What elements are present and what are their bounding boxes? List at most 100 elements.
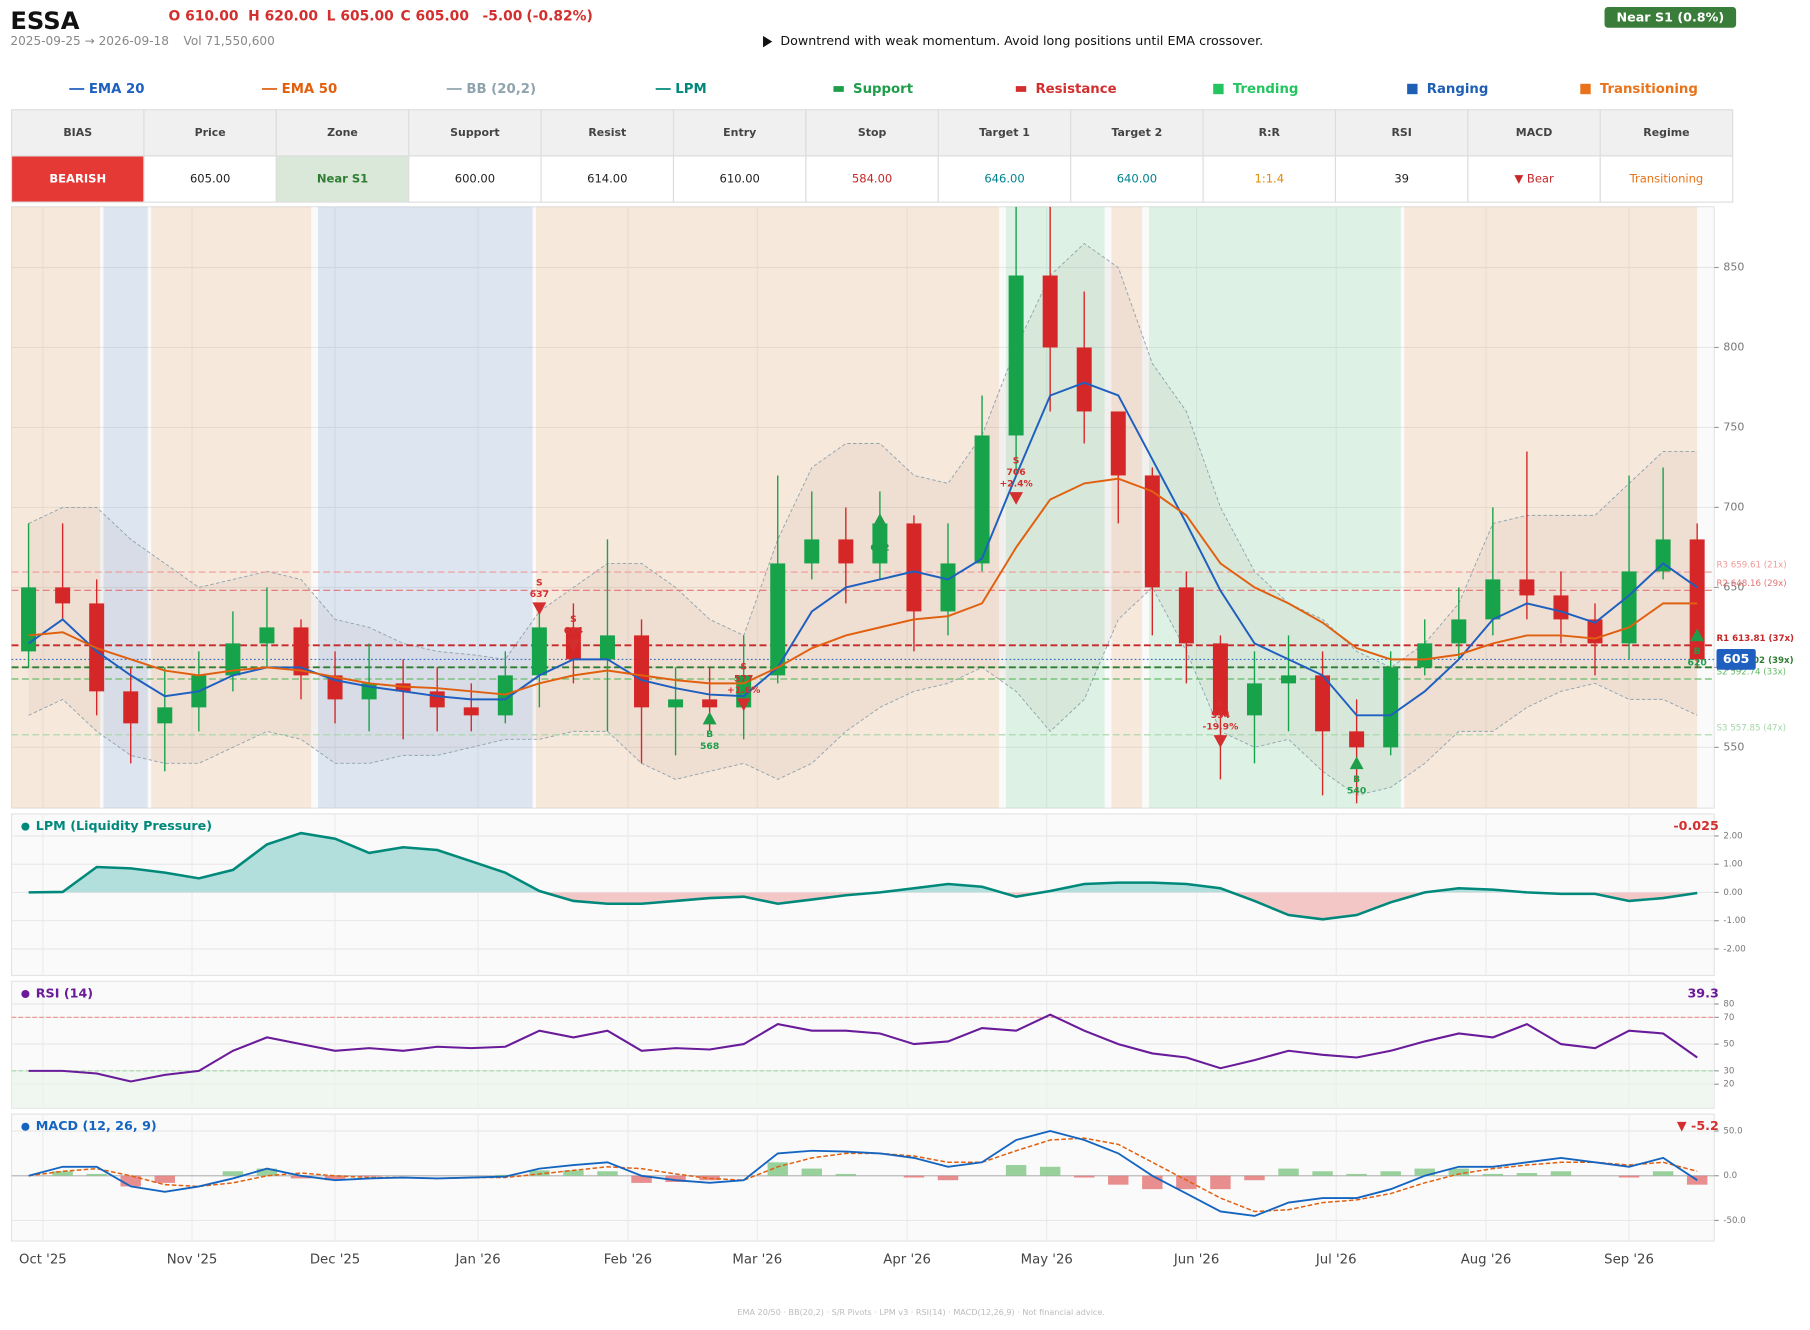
table-cell-text: 39 [1394,172,1409,186]
table-header-text: RSI [1391,126,1411,139]
pivot-label: S2 592.74 (33x) [1716,668,1786,678]
regime-band [1111,206,1143,809]
x-tick-label: Dec '25 [310,1252,360,1267]
candle-body [804,539,820,564]
signal-marker [566,639,581,652]
main-plot [11,206,1715,809]
candle-body [1485,579,1501,620]
y-tick-label: -50.0 [1723,1216,1745,1226]
ohlc-value: O 610.00 [169,8,239,24]
signal-label: 554 [1211,710,1230,721]
table-header-text: Target 1 [979,126,1030,139]
macd-histogram-bar [1550,1171,1572,1176]
candle-body [225,643,241,676]
table-cell [10,155,145,203]
table-cell-text: 614.00 [587,172,627,186]
table-header-cell [540,109,675,157]
legend-swatch [1015,86,1027,92]
table-header-text: Entry [723,126,756,139]
ohlc-value: -5.00 [483,8,523,24]
y-tick-label: 750 [1723,420,1744,433]
table-header-cell [672,109,807,157]
table-cell-text: 605.00 [190,172,230,186]
candle-body [599,635,615,660]
panel-value: 39.3 [1687,985,1718,1000]
macd-histogram-bar [1652,1171,1674,1176]
table-header-text: MACD [1516,126,1553,139]
table-header-cell [805,109,939,157]
regime-band [1404,206,1698,809]
macd-histogram-bar [835,1173,857,1176]
y-tick-label: 70 [1723,1013,1734,1023]
candle-body [123,691,139,724]
date-range: 2025-09-25 → 2026-09-18 [10,34,169,48]
candle-body [1144,475,1160,588]
table-cell-text: 1:1.4 [1255,172,1285,186]
macd-signal-line [28,1137,1698,1213]
signal-label: 637 [530,589,549,600]
table-cell [672,155,807,203]
candle-body [21,587,37,652]
candle-body [1689,539,1705,660]
macd-histogram-bar [529,1170,550,1176]
table-cell-text: Near S1 [317,172,368,186]
macd-histogram-bar [903,1175,925,1178]
ema-line [28,381,1698,717]
macd-histogram-bar [86,1173,107,1176]
panel-value: ▼ -5.2 [1677,1118,1719,1133]
macd-histogram-bar [937,1175,959,1181]
table-cell-text: 640.00 [1117,172,1157,186]
macd-histogram-bar [767,1162,788,1176]
macd-line [28,1130,1698,1217]
ohlc-value: L 605.00 [327,8,394,24]
candle-body [1383,667,1399,748]
macd-histogram-bar [1142,1175,1163,1190]
macd-histogram-bar [256,1168,278,1176]
macd-histogram-bar [631,1175,652,1183]
macd-histogram-bar [1176,1175,1197,1190]
candle-body [1281,675,1297,684]
candle-body [1451,619,1467,644]
macd-histogram-bar [1039,1166,1061,1176]
signal-label: B [876,531,883,542]
table-header-text: Price [195,126,226,139]
pivot-label: R1 613.81 (37x) [1716,634,1794,644]
candle-body [1076,347,1092,412]
candle-body [1621,571,1637,644]
rsi-oversold-zone [11,1070,1715,1109]
panel-dot [21,822,30,831]
candle-body [463,707,479,716]
y-tick-label: 700 [1723,500,1744,513]
table-header-text: Support [450,126,500,139]
macd-histogram-bar [665,1175,686,1182]
table-cell-text: ▼ Bear [1514,172,1554,186]
signal-marker [1349,756,1364,770]
table-cell [937,155,1072,203]
candle-body [668,699,684,708]
y-tick-label: 0.00 [1723,888,1742,898]
table-cell [1070,155,1204,203]
volume: Vol 71,550,600 [184,34,275,48]
macd-histogram-bar [1618,1175,1640,1178]
table-header-text: R:R [1259,126,1281,139]
legend-swatch [1407,83,1418,95]
table-header-text: Resist [588,126,626,139]
x-tick-label: Mar '26 [732,1252,782,1267]
candle-body [1417,643,1433,668]
legend-label: Transitioning [1600,82,1698,97]
macd-histogram-bar [495,1174,516,1176]
legend-label: Resistance [1035,82,1116,97]
y-tick-label: 2.00 [1723,831,1742,841]
signal-label: S [536,577,543,588]
signal-label: B [1353,774,1360,785]
bb-line [28,586,1698,796]
panel-dot [21,989,30,999]
price-badge [1716,648,1756,670]
legend-label: LPM [675,82,706,97]
candle-body [55,587,71,604]
candle-body [634,635,650,708]
candle-body [1519,579,1535,596]
candle-body [1655,539,1671,572]
y-tick-label: 20 [1723,1080,1734,1090]
signal-marker [1690,628,1705,642]
